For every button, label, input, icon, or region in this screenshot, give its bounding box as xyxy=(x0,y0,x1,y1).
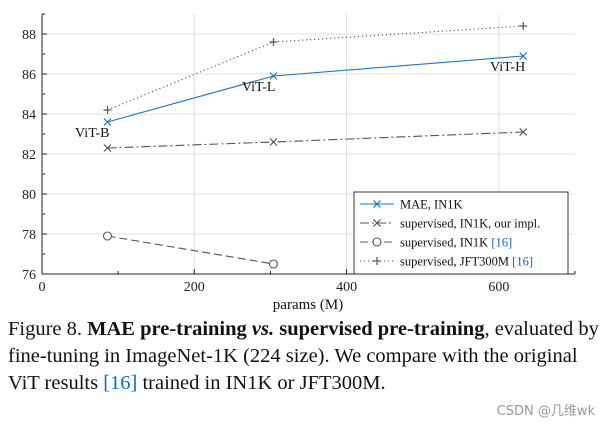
x-tick-label: 200 xyxy=(184,280,205,295)
data-point-series-1 xyxy=(269,138,278,146)
y-tick-label: 82 xyxy=(22,148,36,163)
figure-chart: 76 78 80 82 84 86 88 0 200 400 600 ViT-B ViT-L ViT-H… xyxy=(22,13,576,313)
data-point-series-3 xyxy=(269,38,278,46)
data-point-series-0 xyxy=(103,118,112,126)
y-tick-label: 88 xyxy=(22,28,36,43)
caption-citation-link[interactable]: [16] xyxy=(103,372,138,394)
data-point-series-1 xyxy=(519,128,528,136)
data-point-series-3 xyxy=(103,106,112,114)
caption-title-part2: supervised pre-training xyxy=(279,318,485,340)
watermark: CSDN @几维wk xyxy=(496,404,595,419)
data-point-series-3 xyxy=(519,22,528,30)
legend-label-3: supervised, JFT300M [16] xyxy=(400,255,533,269)
y-tick-label: 76 xyxy=(22,268,36,283)
data-point-series-2 xyxy=(268,259,279,269)
legend-label-1: supervised, IN1K, our impl. xyxy=(400,217,540,231)
series-line-1 xyxy=(107,131,524,149)
x-tick-label: 600 xyxy=(488,280,509,295)
legend-box xyxy=(353,191,569,275)
figure-caption: Figure 8. MAE pre-training vs. supervise… xyxy=(8,316,602,397)
y-tick-label: 84 xyxy=(22,108,36,123)
caption-title-part1: MAE pre-training xyxy=(87,318,247,340)
legend-marker-3 xyxy=(373,257,381,265)
grid xyxy=(41,14,575,275)
data-point-series-1 xyxy=(103,144,112,152)
series-line-2 xyxy=(107,235,274,265)
annotation-label: ViT-B xyxy=(75,126,109,141)
legend-marker-1 xyxy=(373,219,381,227)
data-point-series-2 xyxy=(102,231,113,241)
caption-title-vs: vs. xyxy=(251,318,275,340)
x-axis-title: params (M) xyxy=(273,297,343,313)
data-point-series-0 xyxy=(269,72,278,80)
legend-marker-2 xyxy=(372,237,382,247)
data-point-series-0 xyxy=(519,52,528,60)
caption-label: Figure 8. xyxy=(8,318,83,340)
series-line-0 xyxy=(107,55,524,123)
y-tick-label: 80 xyxy=(22,188,36,203)
annotation-label: ViT-H xyxy=(490,60,525,75)
y-tick-label: 78 xyxy=(22,228,36,243)
series-line-3 xyxy=(107,25,524,111)
x-tick-label: 0 xyxy=(39,280,46,295)
legend-marker-0 xyxy=(373,200,381,208)
x-tick-label: 400 xyxy=(336,280,357,295)
caption-text-2: trained in IN1K or JFT300M. xyxy=(137,372,386,394)
legend-label-0: MAE, IN1K xyxy=(400,198,463,212)
legend-label-2: supervised, IN1K [16] xyxy=(400,236,512,250)
caption-text-1: , evaluated by fine-tuning in ImageNet-1… xyxy=(8,318,599,394)
series-lines xyxy=(102,22,528,269)
legend: MAE, IN1K supervised, IN1K, our impl. supe… xyxy=(353,191,569,275)
annotations: ViT-B ViT-L ViT-H xyxy=(75,60,525,141)
annotation-label: ViT-L xyxy=(242,80,276,95)
y-tick-label: 86 xyxy=(22,68,36,83)
